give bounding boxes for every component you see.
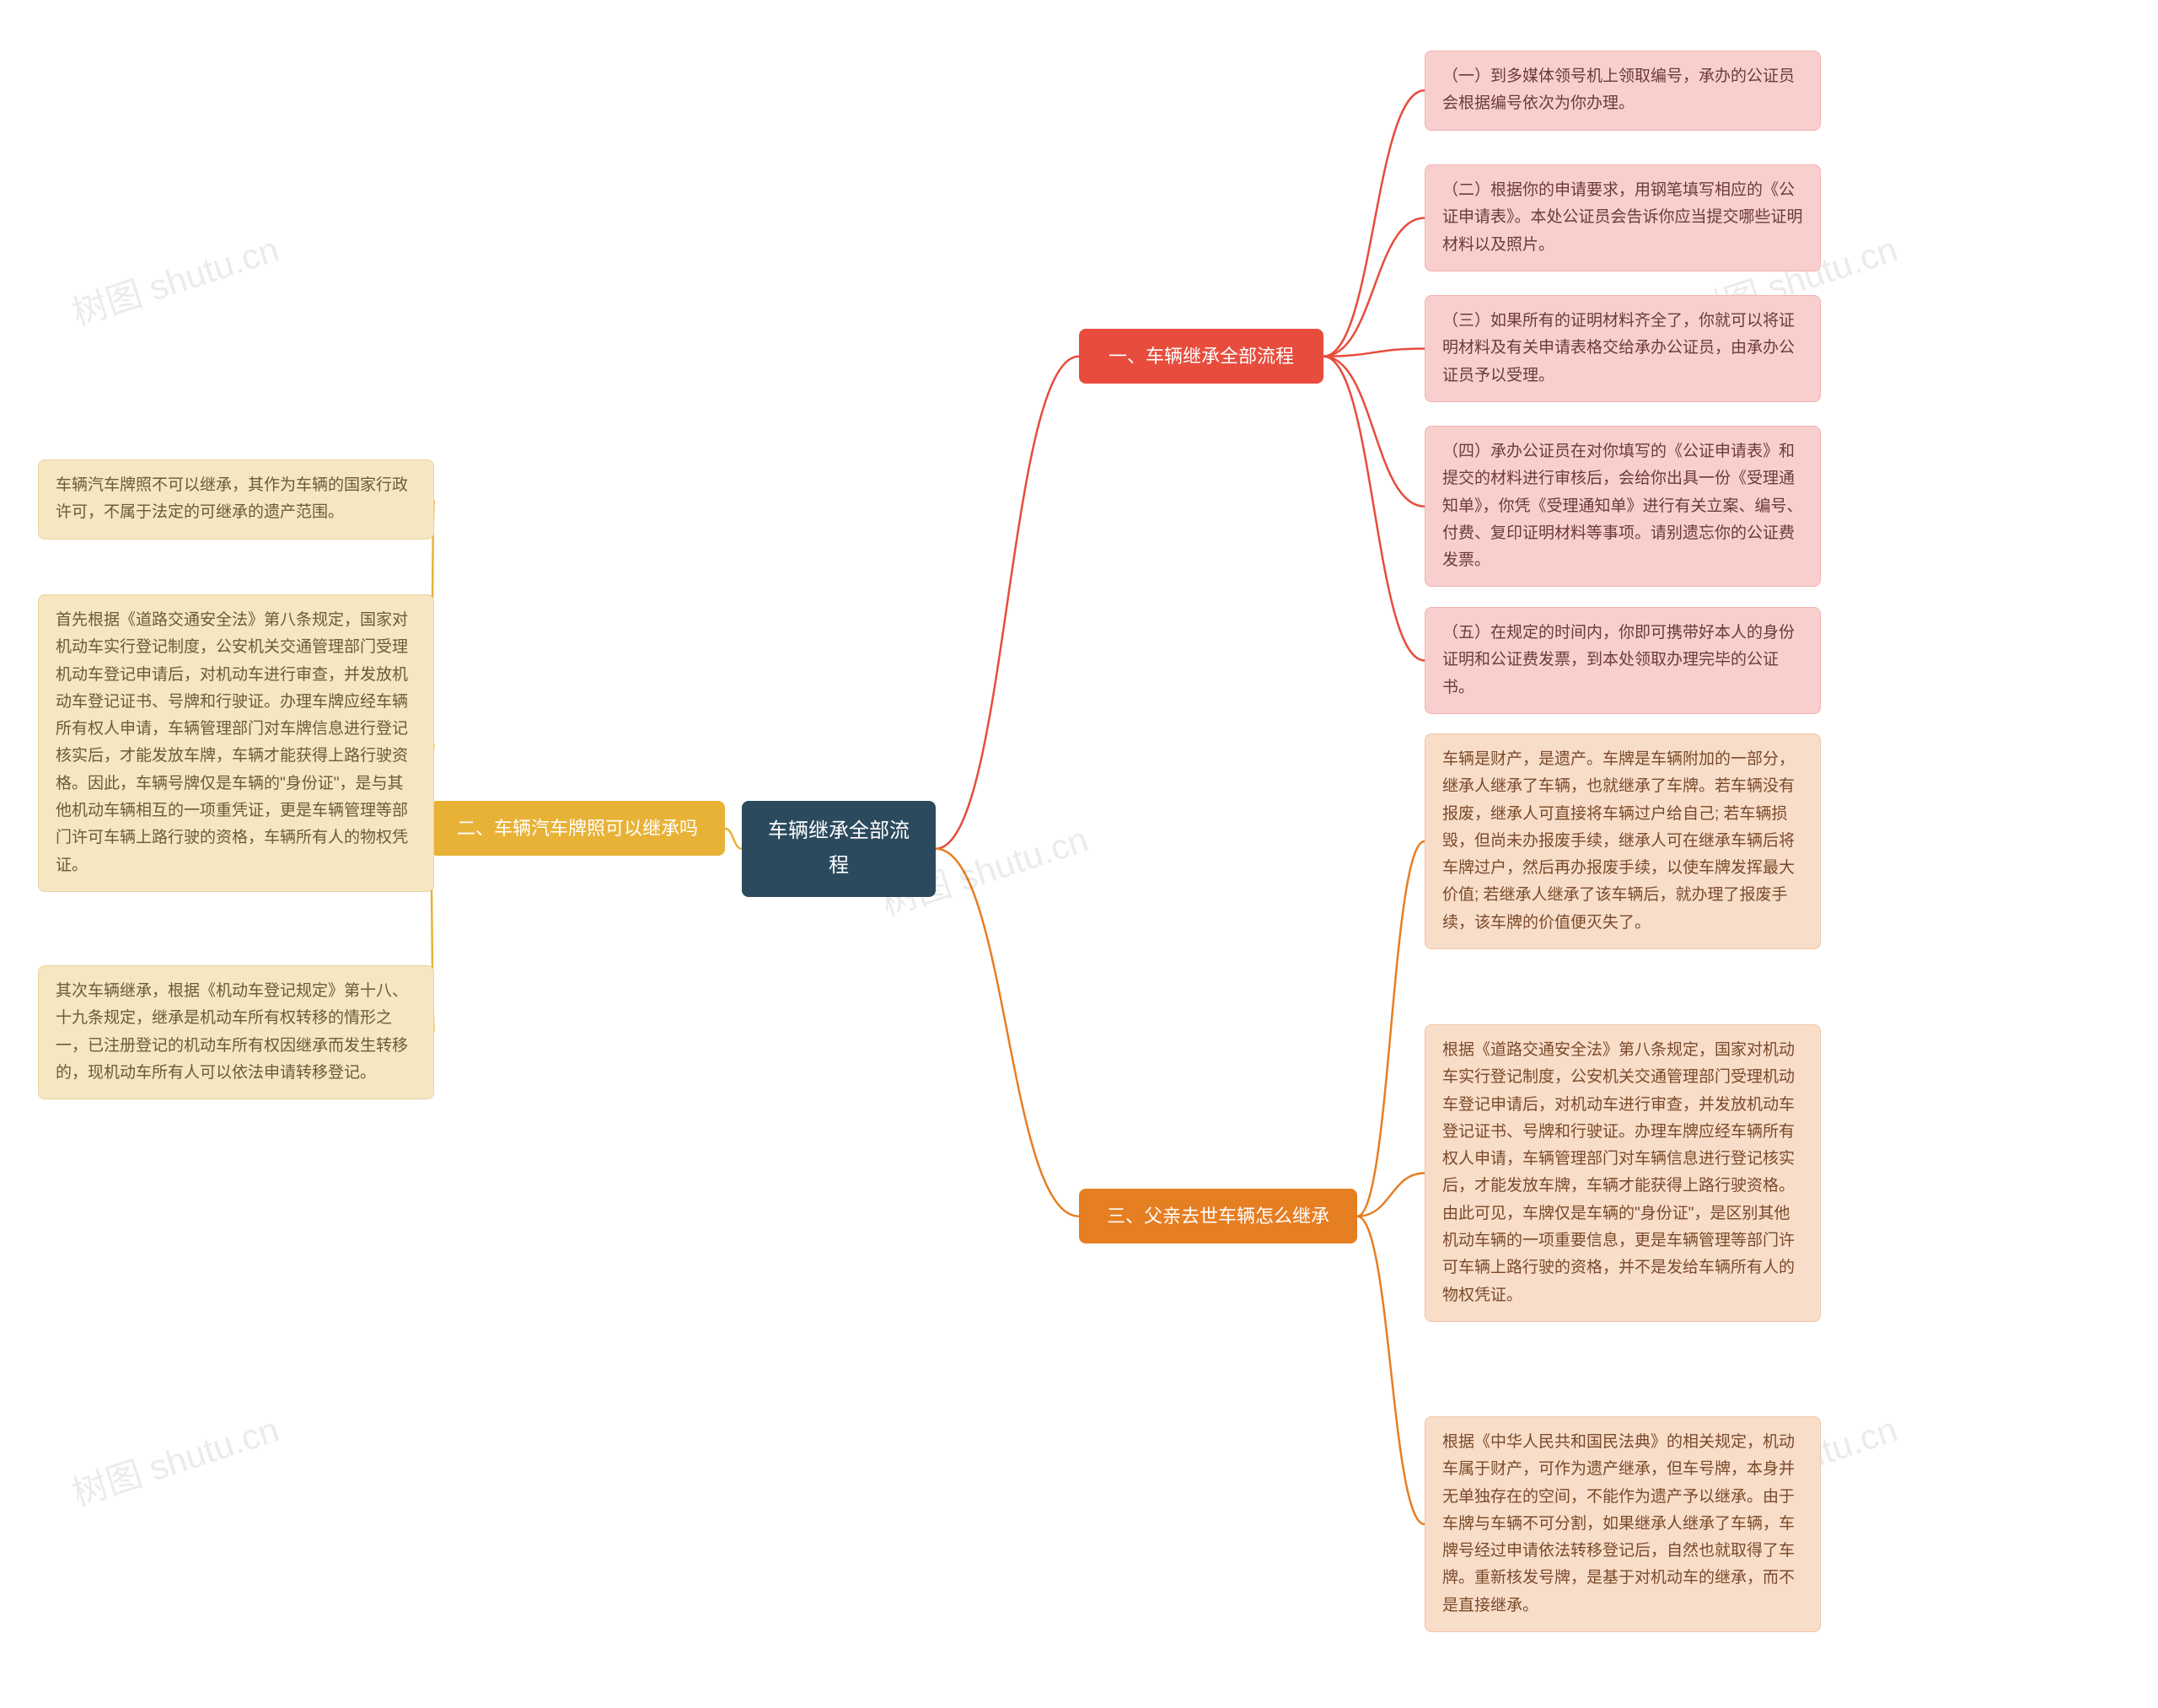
branch-two: 二、车辆汽车牌照可以继承吗 — [430, 801, 725, 856]
watermark-3: 树图 shutu.cn — [65, 1401, 285, 1517]
branch-two-leaf-1: 首先根据《道路交通安全法》第八条规定，国家对机动车实行登记制度，公安机关交通管理… — [38, 594, 434, 892]
branch-three: 三、父亲去世车辆怎么继承 — [1079, 1189, 1357, 1243]
branch-one-leaf-4: （五）在规定的时间内，你即可携带好本人的身份证明和公证费发票，到本处领取办理完毕… — [1425, 607, 1821, 714]
branch-one-leaf-1: （二）根据你的申请要求，用钢笔填写相应的《公证申请表》。本处公证员会告诉你应当提… — [1425, 164, 1821, 271]
branch-two-leaf-0: 车辆汽车牌照不可以继承，其作为车辆的国家行政许可，不属于法定的可继承的遗产范围。 — [38, 459, 434, 540]
branch-one-leaf-2: （三）如果所有的证明材料齐全了，你就可以将证明材料及有关申请表格交给承办公证员，… — [1425, 295, 1821, 402]
root-node: 车辆继承全部流程 — [742, 801, 936, 897]
watermark-0: 树图 shutu.cn — [65, 221, 285, 336]
branch-three-leaf-2: 根据《中华人民共和国民法典》的相关规定，机动车属于财产，可作为遗产继承，但车号牌… — [1425, 1416, 1821, 1632]
branch-two-leaf-2: 其次车辆继承，根据《机动车登记规定》第十八、十九条规定，继承是机动车所有权转移的… — [38, 965, 434, 1099]
branch-three-leaf-0: 车辆是财产，是遗产。车牌是车辆附加的一部分，继承人继承了车辆，也就继承了车牌。若… — [1425, 733, 1821, 949]
branch-one-leaf-3: （四）承办公证员在对你填写的《公证申请表》和提交的材料进行审核后，会给你出具一份… — [1425, 426, 1821, 587]
branch-one: 一、车辆继承全部流程 — [1079, 329, 1323, 384]
branch-three-leaf-1: 根据《道路交通安全法》第八条规定，国家对机动车实行登记制度，公安机关交通管理部门… — [1425, 1024, 1821, 1322]
branch-one-leaf-0: （一）到多媒体领号机上领取编号，承办的公证员会根据编号依次为你办理。 — [1425, 51, 1821, 131]
